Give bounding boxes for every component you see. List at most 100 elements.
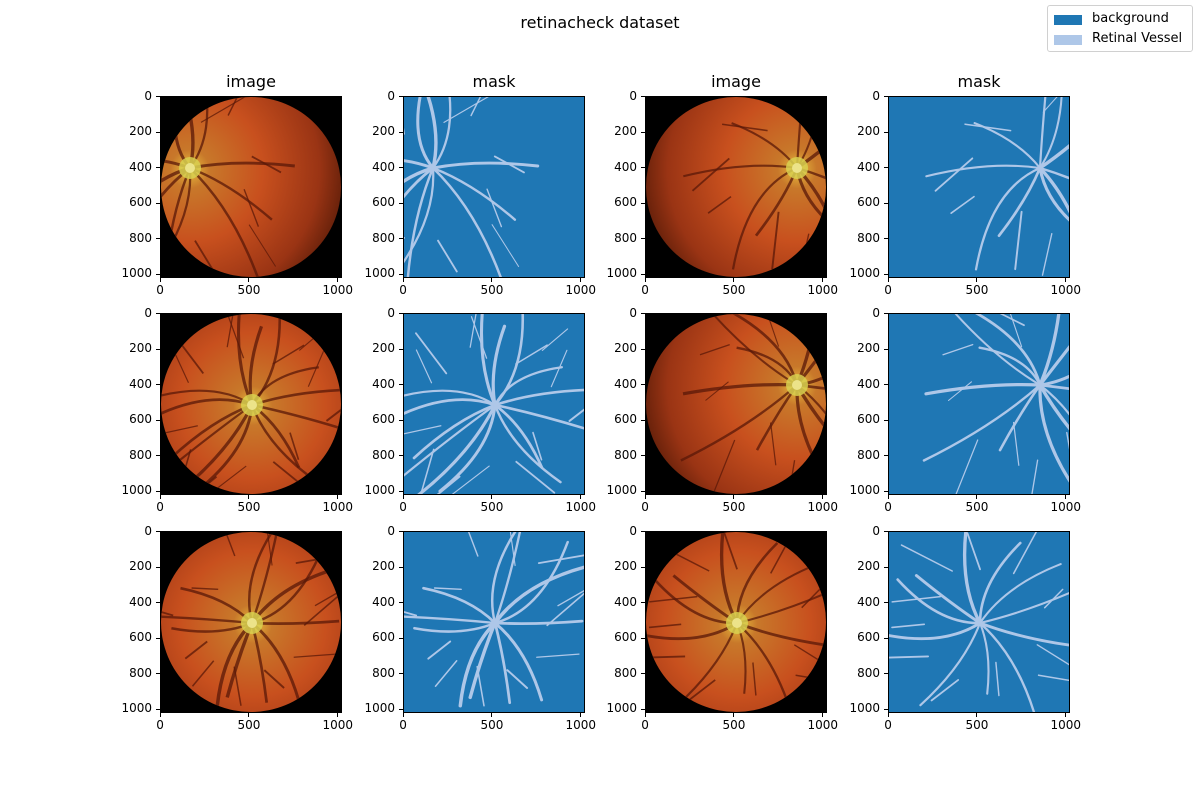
y-tick-mark: [156, 708, 160, 710]
fundus-image-5: [160, 531, 342, 713]
y-tick-label: 800: [857, 230, 880, 245]
y-tick-label: 1000: [364, 483, 395, 498]
y-tick-mark: [156, 566, 160, 568]
fundus-image-3: [160, 313, 342, 495]
x-tick-label: 1000: [565, 718, 597, 732]
y-tick-mark: [641, 131, 645, 133]
y-tick-mark: [399, 602, 403, 604]
y-tick-label: 800: [614, 447, 637, 462]
x-tick-mark: [733, 713, 735, 717]
x-tick-mark: [159, 278, 161, 282]
x-tick-mark: [976, 495, 978, 499]
y-tick-label: 200: [129, 341, 152, 356]
y-tick-label: 400: [372, 376, 395, 391]
x-tick-label: 0: [884, 283, 892, 297]
x-tick-label: 0: [884, 500, 892, 514]
y-tick-label: 400: [129, 159, 152, 174]
y-tick-mark: [884, 96, 888, 98]
y-tick-label: 400: [614, 159, 637, 174]
y-tick-label: 0: [387, 523, 395, 538]
y-tick-mark: [399, 238, 403, 240]
x-tick-mark: [402, 278, 404, 282]
y-tick-label: 600: [372, 195, 395, 210]
y-tick-label: 1000: [121, 266, 152, 281]
x-tick-mark: [887, 713, 889, 717]
column-title: image: [711, 72, 761, 91]
x-tick-mark: [887, 495, 889, 499]
x-tick-label: 500: [237, 500, 261, 514]
y-tick-label: 200: [857, 124, 880, 139]
y-tick-label: 200: [614, 559, 637, 574]
y-tick-label: 1000: [364, 266, 395, 281]
x-tick-label: 1000: [322, 500, 354, 514]
y-tick-label: 600: [372, 630, 395, 645]
y-tick-mark: [641, 490, 645, 492]
y-tick-label: 1000: [606, 701, 637, 716]
y-tick-mark: [156, 455, 160, 457]
y-tick-label: 800: [857, 665, 880, 680]
vessel-mask-5: [403, 531, 585, 713]
y-tick-label: 0: [144, 88, 152, 103]
x-tick-label: 0: [399, 718, 407, 732]
y-tick-mark: [884, 313, 888, 315]
x-tick-label: 0: [641, 283, 649, 297]
x-tick-mark: [644, 278, 646, 282]
y-tick-mark: [399, 384, 403, 386]
x-tick-label: 0: [156, 500, 164, 514]
x-tick-mark: [402, 713, 404, 717]
y-tick-mark: [641, 167, 645, 169]
y-tick-mark: [884, 637, 888, 639]
x-tick-mark: [733, 278, 735, 282]
x-tick-mark: [644, 713, 646, 717]
y-tick-mark: [399, 531, 403, 533]
x-tick-label: 1000: [322, 283, 354, 297]
y-tick-label: 600: [614, 630, 637, 645]
vessel-mask-3: [403, 313, 585, 495]
x-tick-mark: [580, 278, 582, 282]
x-tick-mark: [491, 278, 493, 282]
y-tick-label: 400: [857, 594, 880, 609]
y-tick-mark: [156, 238, 160, 240]
x-tick-mark: [822, 495, 824, 499]
y-tick-label: 800: [129, 230, 152, 245]
y-tick-label: 600: [614, 195, 637, 210]
y-tick-mark: [156, 96, 160, 98]
x-tick-mark: [976, 713, 978, 717]
y-tick-label: 0: [872, 88, 880, 103]
y-tick-label: 0: [872, 305, 880, 320]
y-tick-mark: [884, 419, 888, 421]
y-tick-mark: [399, 708, 403, 710]
vessel-mask-4: [888, 313, 1070, 495]
vessel-mask-6: [888, 531, 1070, 713]
y-tick-label: 200: [372, 341, 395, 356]
x-tick-label: 500: [965, 500, 989, 514]
x-tick-mark: [976, 278, 978, 282]
y-tick-mark: [156, 673, 160, 675]
y-tick-label: 200: [614, 124, 637, 139]
y-tick-mark: [156, 313, 160, 315]
y-tick-label: 800: [129, 447, 152, 462]
y-tick-mark: [884, 455, 888, 457]
y-tick-label: 1000: [121, 701, 152, 716]
y-tick-label: 1000: [849, 701, 880, 716]
y-tick-label: 400: [372, 594, 395, 609]
x-tick-label: 0: [156, 718, 164, 732]
y-tick-mark: [399, 96, 403, 98]
y-tick-label: 400: [857, 159, 880, 174]
y-tick-mark: [399, 419, 403, 421]
y-tick-mark: [156, 167, 160, 169]
y-tick-label: 600: [857, 195, 880, 210]
y-tick-label: 400: [372, 159, 395, 174]
y-tick-mark: [884, 384, 888, 386]
y-tick-label: 0: [144, 523, 152, 538]
legend-label-background: background: [1092, 11, 1169, 26]
y-tick-label: 800: [372, 665, 395, 680]
x-tick-label: 0: [156, 283, 164, 297]
x-tick-mark: [733, 495, 735, 499]
x-tick-mark: [248, 495, 250, 499]
y-tick-label: 0: [629, 88, 637, 103]
y-tick-mark: [884, 708, 888, 710]
y-tick-mark: [156, 419, 160, 421]
y-tick-mark: [399, 202, 403, 204]
y-tick-mark: [641, 384, 645, 386]
